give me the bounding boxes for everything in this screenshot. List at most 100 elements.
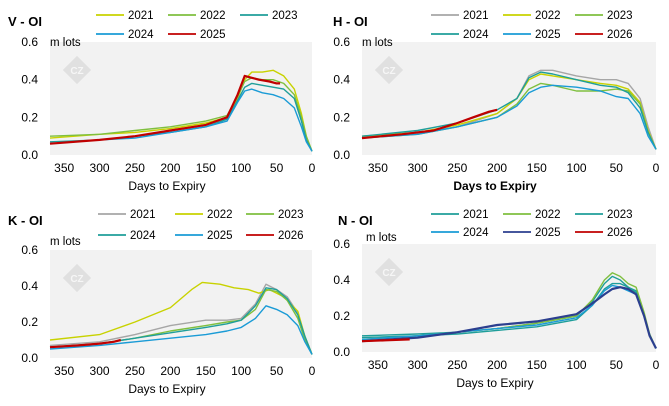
x-tick-label: 100 [231, 364, 251, 378]
y-unit-label: m lots [50, 236, 81, 248]
y-tick-label: 0.2 [21, 110, 38, 124]
x-tick-label: 300 [90, 364, 110, 378]
legend-label-2022: 2022 [535, 209, 561, 221]
legend-label-2021: 2021 [463, 209, 489, 221]
plot-background [50, 42, 312, 155]
y-tick-label: 0.4 [21, 279, 38, 293]
chart-title: K - OI [8, 213, 43, 228]
y-tick-label: 0.6 [333, 35, 350, 49]
x-tick-label: 200 [487, 161, 507, 175]
x-tick-label: 250 [125, 161, 145, 175]
x-tick-label: 150 [527, 358, 547, 372]
series-line-2025 [361, 84, 657, 150]
x-axis-label: Days to Expiry [453, 179, 537, 193]
series-line-2022 [49, 77, 313, 152]
x-tick-label: 350 [368, 358, 388, 372]
y-tick-label: 0.2 [21, 315, 38, 329]
y-tick-label: 0.0 [333, 345, 350, 359]
x-tick-label: 0 [653, 358, 660, 372]
x-tick-label: 250 [447, 358, 467, 372]
watermark-text: CZ [382, 268, 395, 279]
x-tick-label: 50 [270, 364, 284, 378]
plot-background [362, 42, 656, 155]
x-tick-label: 50 [270, 161, 284, 175]
x-axis-label: Days to Expiry [128, 382, 205, 396]
watermark-text: CZ [70, 66, 83, 77]
y-tick-label: 0.6 [21, 243, 38, 257]
legend-label-2022: 2022 [207, 209, 233, 221]
y-tick-label: 0.0 [21, 351, 38, 365]
series-line-2022 [361, 73, 657, 150]
y-tick-label: 0.0 [333, 148, 350, 162]
legend-label-2023: 2023 [278, 209, 304, 221]
x-tick-label: 100 [231, 161, 251, 175]
x-tick-label: 300 [408, 161, 428, 175]
x-tick-label: 350 [368, 161, 388, 175]
y-unit-label: m lots [50, 37, 81, 49]
y-unit-label: m lots [362, 37, 393, 49]
series-line-2025 [361, 286, 657, 349]
x-tick-label: 200 [160, 161, 180, 175]
watermark-logo-icon: CZ [62, 55, 92, 85]
series-line-2024 [49, 287, 313, 355]
chart-title: H - OI [333, 14, 368, 29]
x-tick-label: 0 [309, 364, 316, 378]
x-tick-label: 50 [610, 358, 624, 372]
x-tick-label: 0 [309, 161, 316, 175]
legend-label-2023: 2023 [607, 10, 633, 22]
x-tick-label: 0 [653, 161, 660, 175]
legend-label-2021: 2021 [130, 209, 156, 221]
x-tick-label: 150 [527, 161, 547, 175]
watermark-diamond [374, 257, 404, 287]
watermark-text: CZ [70, 274, 83, 285]
chart-title: N - OI [338, 213, 373, 228]
watermark-text: CZ [382, 66, 395, 77]
legend-label-2023: 2023 [607, 209, 633, 221]
y-tick-label: 0.6 [21, 35, 38, 49]
series-line-2026 [49, 338, 122, 349]
legend-label-2024: 2024 [463, 227, 489, 239]
y-tick-label: 0.4 [333, 273, 350, 287]
series-line-2026 [361, 338, 410, 343]
x-tick-label: 150 [196, 364, 216, 378]
series-line-2025 [49, 74, 281, 145]
y-unit-label: m lots [366, 232, 397, 244]
legend-label-2024: 2024 [130, 230, 156, 242]
legend-label-2022: 2022 [200, 10, 226, 22]
chart-panel-2: CZ H - OI m lots 0.0 0.2 0.4 0.6 350 300 250 200 15… [333, 10, 660, 193]
legend-label-2025: 2025 [535, 29, 561, 41]
chart-title: V - OI [8, 14, 42, 29]
x-tick-label: 200 [160, 364, 180, 378]
x-tick-label: 200 [487, 358, 507, 372]
x-tick-label: 150 [196, 161, 216, 175]
y-tick-label: 0.2 [333, 110, 350, 124]
x-axis-label: Days to Expiry [128, 179, 205, 193]
x-tick-label: 50 [610, 161, 624, 175]
y-tick-label: 0.2 [333, 309, 350, 323]
chart-panel-3: CZ K - OI m lots 0.0 0.2 0.4 0.6 350 300 250 200 15… [8, 209, 316, 396]
x-tick-label: 100 [567, 161, 587, 175]
x-tick-label: 350 [54, 364, 74, 378]
chart-panel-4: CZ N - OI m lots 0.0 0.2 0.4 0.6 350 300 250 200 15… [333, 209, 659, 390]
y-tick-label: 0.4 [21, 73, 38, 87]
y-tick-label: 0.0 [21, 148, 38, 162]
x-axis-label: Days to Expiry [456, 376, 533, 390]
legend-label-2025: 2025 [200, 29, 226, 41]
legend-label-2026: 2026 [607, 29, 633, 41]
x-tick-label: 100 [567, 358, 587, 372]
plot-background [50, 250, 312, 358]
x-tick-label: 250 [125, 364, 145, 378]
x-tick-label: 300 [408, 358, 428, 372]
legend-label-2024: 2024 [128, 29, 154, 41]
x-tick-label: 250 [447, 161, 467, 175]
series-line-2026 [361, 108, 498, 140]
y-tick-label: 0.4 [333, 73, 350, 87]
legend-label-2021: 2021 [128, 10, 154, 22]
chart-panel-1: CZ V - OI m lots 0.0 0.2 0.4 0.6 350 300 250 200 15… [8, 10, 316, 193]
watermark-diamond [62, 55, 92, 85]
legend-label-2023: 2023 [272, 10, 298, 22]
legend-label-2026: 2026 [278, 230, 304, 242]
legend-label-2024: 2024 [463, 29, 489, 41]
legend-label-2021: 2021 [463, 10, 489, 22]
